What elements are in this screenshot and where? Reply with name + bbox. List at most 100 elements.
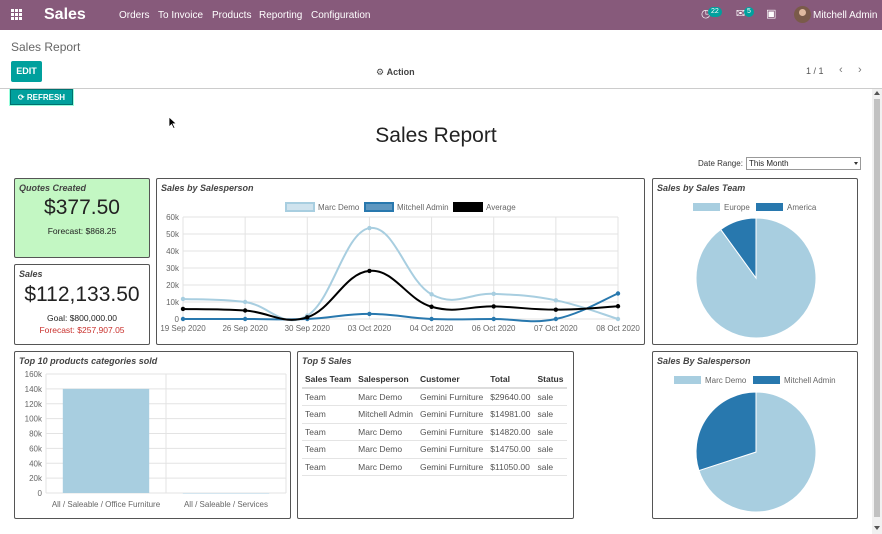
scroll-up-icon[interactable] bbox=[874, 91, 880, 95]
legend-label-1: Mitchell Admin bbox=[397, 203, 449, 212]
cell-total: $14981.00 bbox=[487, 405, 535, 424]
x-tick-label: All / Saleable / Office Furniture bbox=[52, 500, 161, 509]
cell-customer: Gemini Furniture bbox=[416, 440, 488, 459]
messages-chat-icon[interactable]: ✉ bbox=[736, 8, 746, 20]
cell-customer: Gemini Furniture bbox=[416, 423, 488, 441]
cell-salesperson: Mitchell Admin bbox=[355, 405, 417, 424]
user-name[interactable]: Mitchell Admin bbox=[813, 10, 878, 21]
quotes-title: Quotes Created bbox=[19, 183, 87, 193]
sales-panel: Sales $112,133.50 Goal: $800,000.00 Fore… bbox=[14, 264, 150, 345]
cell-team: Team bbox=[302, 458, 356, 476]
menu-orders[interactable]: Orders bbox=[119, 10, 150, 21]
col-salesperson: Salesperson bbox=[355, 371, 417, 389]
legend-label-1: Mitchell Admin bbox=[784, 376, 836, 385]
y-tick-label: 100k bbox=[25, 415, 43, 424]
line-chart-title: Sales by Salesperson bbox=[161, 183, 254, 193]
table-row: Team Marc Demo Gemini Furniture $14820.00 sa… bbox=[302, 423, 568, 441]
col-sales-team: Sales Team bbox=[302, 371, 356, 389]
pie-slice-1 bbox=[720, 217, 757, 280]
pie-team-title: Sales by Sales Team bbox=[657, 183, 746, 193]
bar bbox=[182, 493, 270, 494]
series-point-2 bbox=[242, 308, 248, 313]
y-tick-label: 60k bbox=[29, 444, 43, 453]
cell-team: Team bbox=[302, 405, 356, 424]
table-row: Team Marc Demo Gemini Furniture $14750.00 sa… bbox=[302, 440, 568, 459]
legend-swatch-2 bbox=[453, 202, 483, 212]
menu-to-invoice[interactable]: To Invoice bbox=[158, 10, 204, 21]
legend-swatch-0 bbox=[674, 376, 701, 384]
cell-team: Team bbox=[302, 423, 356, 441]
cell-team: Team bbox=[302, 440, 356, 459]
cell-total: $14820.00 bbox=[487, 423, 535, 441]
vertical-scrollbar[interactable] bbox=[872, 89, 882, 534]
gift-icon[interactable]: ▣ bbox=[766, 8, 777, 20]
series-line-1 bbox=[183, 292, 619, 323]
series-point-2 bbox=[615, 304, 621, 309]
cell-salesperson: Marc Demo bbox=[355, 423, 417, 441]
y-tick-label: 10k bbox=[166, 298, 180, 307]
apps-menu-icon[interactable] bbox=[11, 9, 22, 20]
y-tick-label: 60k bbox=[166, 213, 180, 222]
sales-title: Sales bbox=[19, 269, 43, 279]
series-point-0 bbox=[429, 292, 434, 297]
pie-slice-0 bbox=[695, 217, 817, 339]
legend-label-1: America bbox=[787, 203, 817, 212]
cell-salesperson: Marc Demo bbox=[355, 458, 417, 476]
x-tick-label: 06 Oct 2020 bbox=[472, 324, 516, 333]
menu-products[interactable]: Products bbox=[212, 10, 252, 21]
pager-previous-icon[interactable]: ‹ bbox=[839, 64, 843, 76]
report-content: ⟳ REFRESH Sales Report Date Range: This … bbox=[0, 89, 872, 534]
cell-status: sale bbox=[534, 388, 568, 406]
legend-label-2: Average bbox=[486, 203, 516, 212]
x-tick-label: 19 Sep 2020 bbox=[160, 324, 206, 333]
legend-label-0: Europe bbox=[724, 203, 750, 212]
y-tick-label: 160k bbox=[25, 370, 43, 379]
sales-by-salesperson-pie-panel: Sales By Salesperson Marc Demo Mitchell A… bbox=[652, 351, 858, 519]
cell-total: $11050.00 bbox=[487, 458, 535, 476]
series-point-2 bbox=[180, 306, 186, 312]
quotes-created-panel: Quotes Created $377.50 Forecast: $868.25 bbox=[14, 178, 150, 258]
legend-swatch-0 bbox=[693, 203, 720, 211]
refresh-button[interactable]: ⟳ REFRESH bbox=[10, 89, 73, 105]
edit-button[interactable]: EDIT bbox=[11, 61, 42, 82]
pie-salesperson-title: Sales By Salesperson bbox=[657, 356, 751, 366]
cell-status: sale bbox=[534, 423, 568, 441]
activity-count-badge: 22 bbox=[708, 7, 722, 17]
legend-swatch-1 bbox=[753, 376, 780, 384]
series-line-2 bbox=[182, 269, 619, 321]
cell-team: Team bbox=[302, 388, 356, 406]
series-point-1 bbox=[491, 316, 496, 322]
table-row: Team Marc Demo Gemini Furniture $11050.00 sa… bbox=[302, 458, 568, 476]
user-avatar[interactable] bbox=[794, 6, 811, 23]
pager-next-icon[interactable]: › bbox=[858, 64, 862, 76]
date-range-select[interactable]: This Month bbox=[746, 157, 861, 170]
sales-goal: Goal: $800,000.00 bbox=[47, 313, 117, 323]
y-tick-label: 20k bbox=[29, 474, 43, 483]
cell-customer: Gemini Furniture bbox=[416, 458, 488, 476]
series-point-0 bbox=[242, 299, 248, 305]
menu-configuration[interactable]: Configuration bbox=[311, 10, 371, 21]
pie-chart-salesperson: Marc Demo Mitchell Admin bbox=[674, 376, 836, 513]
mouse-cursor-icon bbox=[168, 116, 178, 130]
series-line-0 bbox=[182, 227, 619, 322]
report-title: Sales Report bbox=[375, 124, 497, 147]
series-point-2 bbox=[553, 307, 559, 312]
pie-chart-team: Europe America bbox=[693, 203, 817, 339]
scroll-down-icon[interactable] bbox=[874, 526, 880, 530]
menu-reporting[interactable]: Reporting bbox=[259, 10, 303, 21]
app-brand[interactable]: Sales bbox=[44, 6, 86, 23]
activity-clock-icon[interactable]: ◷ bbox=[701, 8, 711, 20]
y-tick-label: 0 bbox=[175, 315, 180, 324]
sales-by-salesperson-line-panel: Sales by Salesperson Marc Demo Mitchell A… bbox=[156, 178, 645, 345]
action-menu[interactable]: ⚙ Action bbox=[376, 67, 415, 78]
scroll-thumb[interactable] bbox=[874, 99, 880, 517]
col-customer: Customer bbox=[416, 371, 488, 389]
pager-value: 1 / 1 bbox=[806, 66, 824, 76]
col-total: Total bbox=[487, 371, 535, 389]
action-label: Action bbox=[386, 67, 415, 77]
series-point-2 bbox=[429, 304, 434, 309]
series-point-2 bbox=[491, 304, 496, 309]
series-point-1 bbox=[242, 316, 248, 322]
x-tick-label: 26 Sep 2020 bbox=[222, 324, 268, 333]
x-tick-label: 30 Sep 2020 bbox=[285, 324, 331, 333]
